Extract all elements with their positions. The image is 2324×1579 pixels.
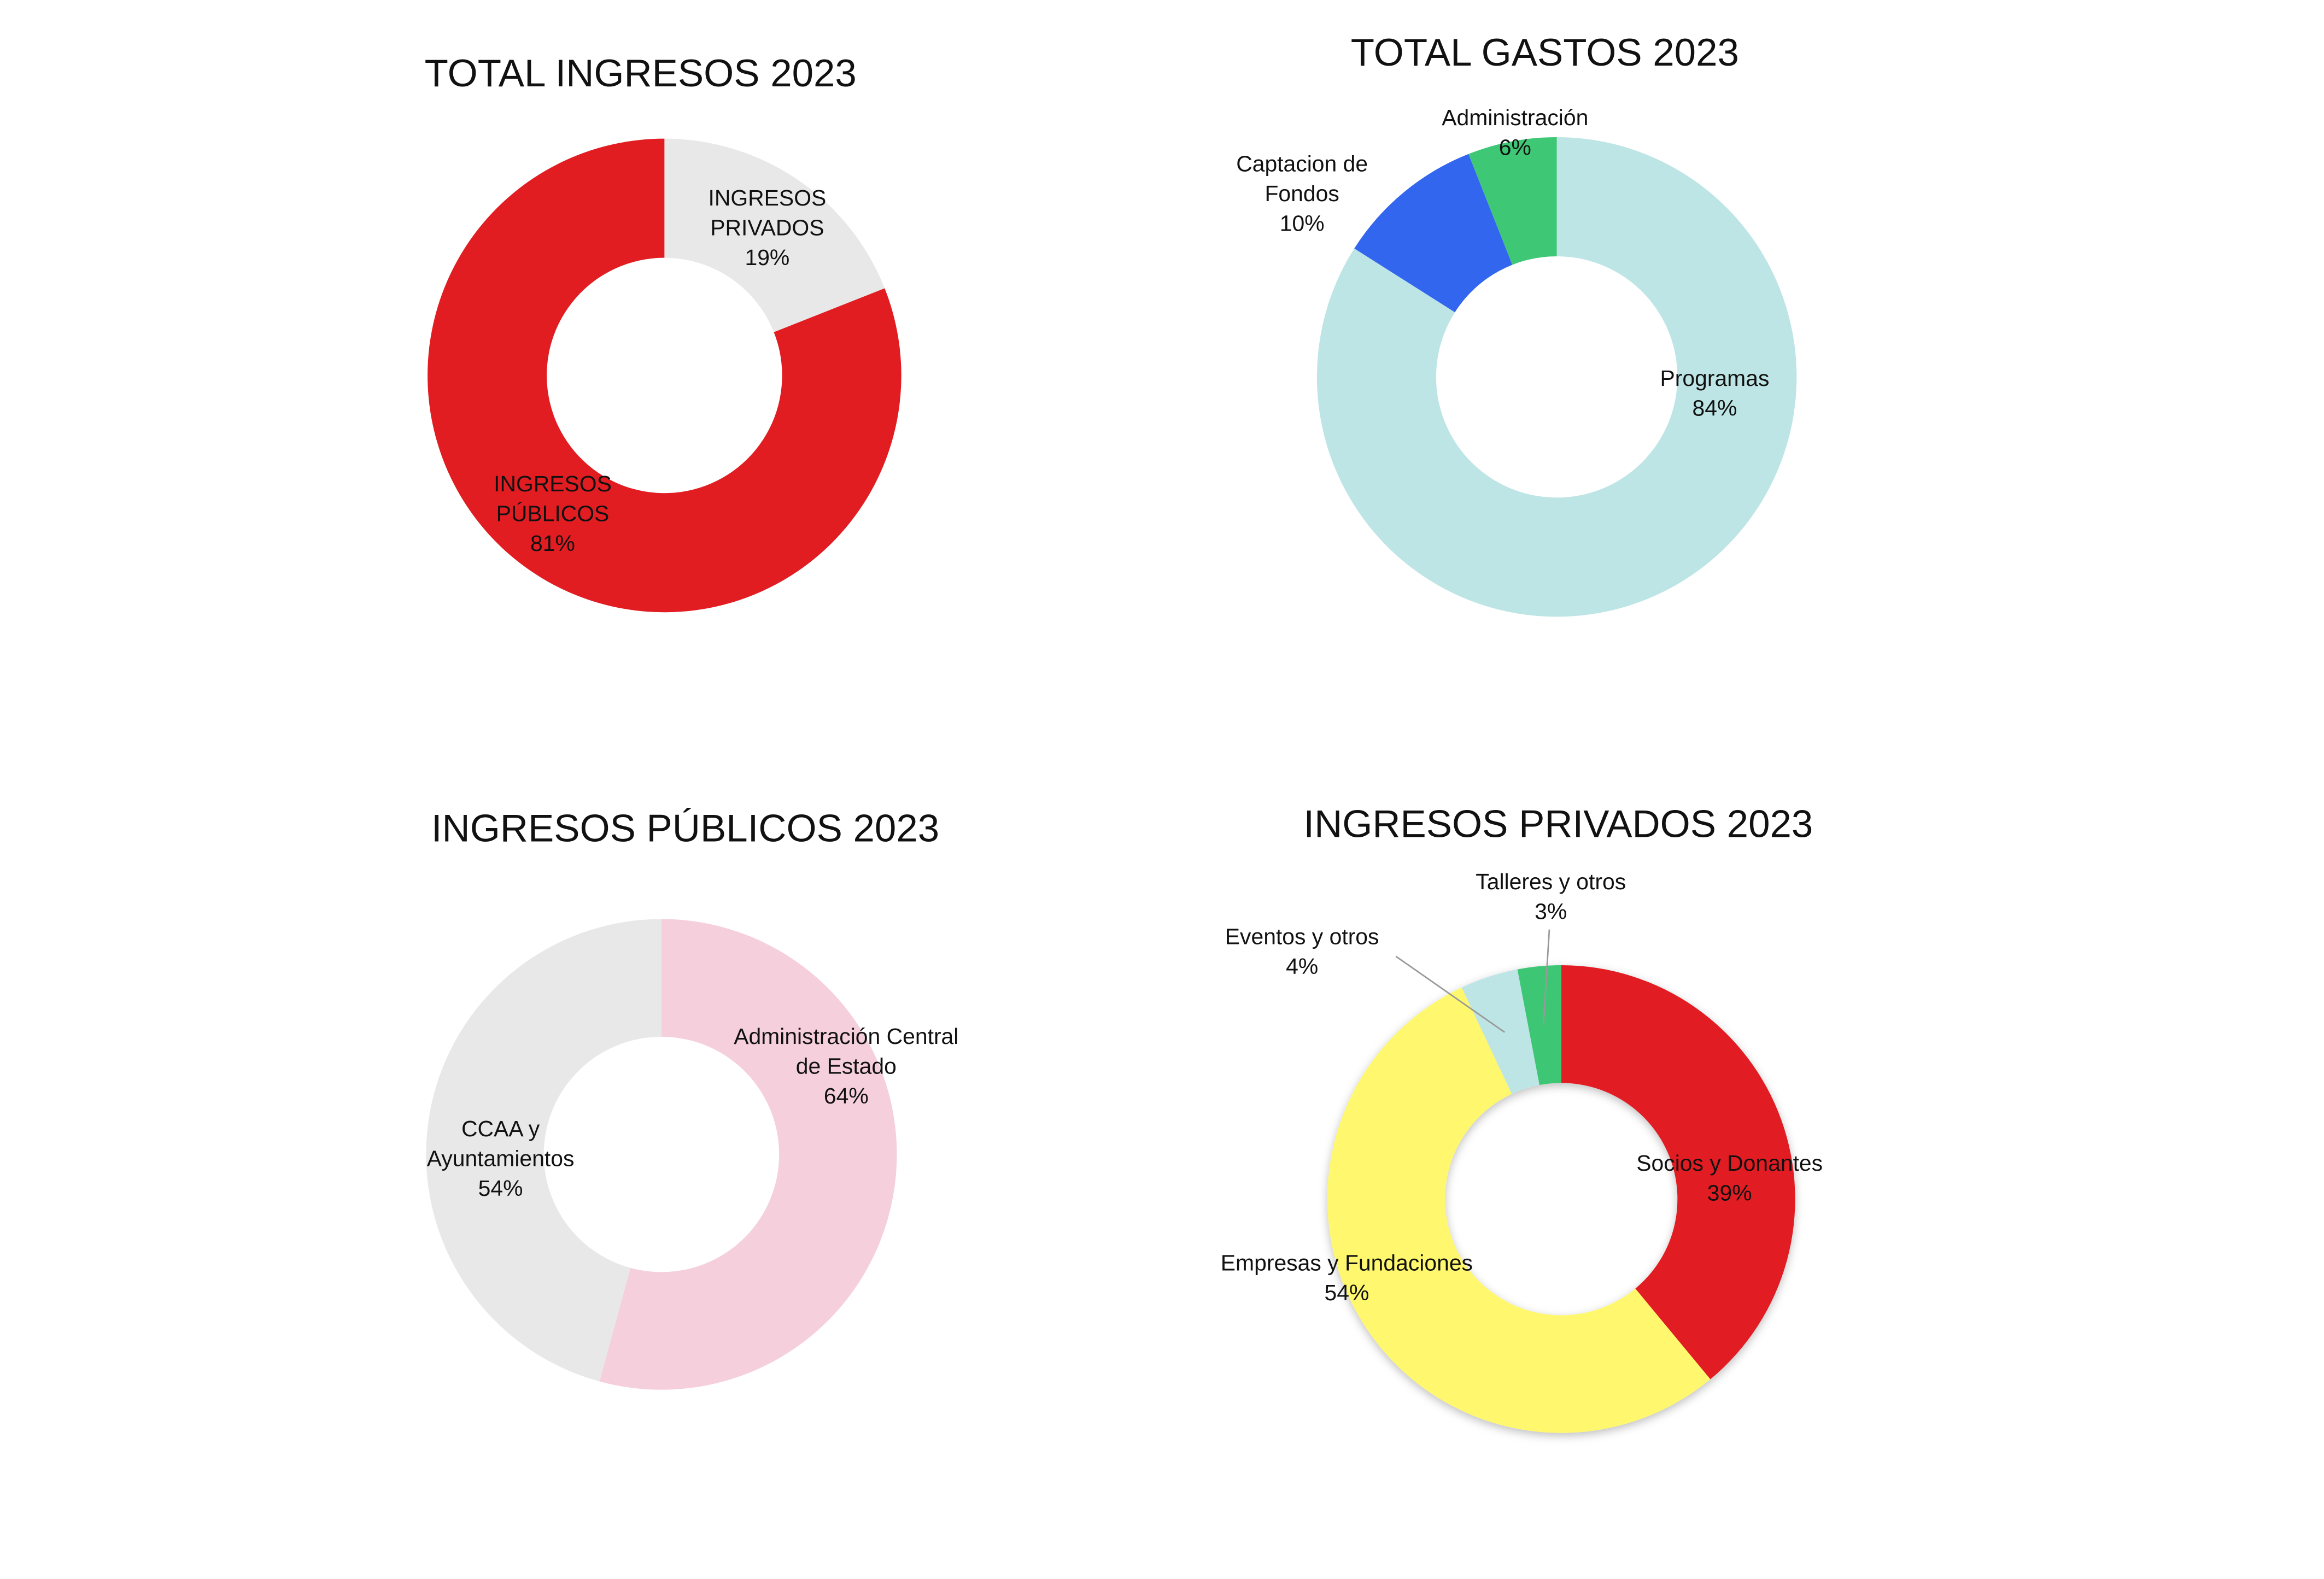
label-name: INGRESOS PÚBLICOS [494, 472, 612, 527]
slice-label: INGRESOS PÚBLICOS 81% [463, 471, 642, 560]
slice [1468, 137, 1557, 265]
label-name: CCAA y Ayuntamientos [426, 1117, 575, 1172]
slice [1316, 137, 1797, 617]
slice-label: Administración Central de Estado 64% [727, 1023, 965, 1113]
label-value: 81% [530, 531, 575, 557]
label-value: 54% [1324, 1281, 1369, 1306]
label-value: 19% [745, 245, 790, 271]
slice [428, 138, 901, 613]
label-name: Empresas y Fundaciones [1220, 1251, 1473, 1277]
slice [664, 138, 885, 332]
slice-label: Programas 84% [1625, 365, 1804, 425]
label-value: 84% [1692, 396, 1737, 422]
donut-chart [426, 919, 897, 1390]
slice [426, 919, 662, 1382]
label-value: 64% [823, 1084, 869, 1110]
slice-label: Administración 6% [1411, 104, 1620, 164]
label-name: Administración Central de Estado [734, 1024, 959, 1080]
label-name: INGRESOS PRIVADOS [708, 186, 827, 242]
label-name: Programas [1660, 366, 1770, 392]
chart-title: TOTAL GASTOS 2023 [1350, 30, 1739, 75]
label-name: Administración [1442, 105, 1589, 131]
slice-label: Socios y Donantes 39% [1603, 1150, 1856, 1210]
chart-title: INGRESOS PÚBLICOS 2023 [431, 806, 940, 850]
slice-label: Talleres y otros 3% [1447, 868, 1655, 928]
slice-label: Captacion de Fondos 10% [1205, 150, 1399, 240]
leader-line [1542, 929, 1550, 1025]
slice [1327, 987, 1711, 1433]
label-name: Captacion de Fondos [1236, 151, 1368, 207]
slice [1517, 965, 1561, 1085]
label-name: Talleres y otros [1476, 870, 1626, 895]
chart-title: TOTAL INGRESOS 2023 [424, 50, 857, 96]
donut-chart [428, 138, 901, 613]
slice [1561, 965, 1795, 1380]
slice [1354, 154, 1513, 313]
donut-chart [1316, 137, 1797, 617]
label-value: 54% [478, 1176, 523, 1202]
slice [599, 919, 897, 1390]
slice-label: INGRESOS PRIVADOS 19% [678, 185, 857, 274]
leader-line [1395, 955, 1506, 1033]
chart-title: INGRESOS PRIVADOS 2023 [1303, 801, 1813, 846]
label-value: 3% [1535, 899, 1567, 925]
slice-label: Empresas y Fundaciones 54% [1183, 1249, 1511, 1309]
slice [1461, 969, 1539, 1094]
donut-chart [1327, 965, 1795, 1433]
label-value: 10% [1279, 211, 1325, 237]
slice-label: Eventos y otros 4% [1198, 924, 1407, 983]
label-value: 39% [1707, 1181, 1752, 1207]
label-value: 4% [1286, 954, 1319, 981]
label-value: 6% [1498, 135, 1531, 161]
label-name: Eventos y otros [1225, 925, 1379, 950]
slice-label: CCAA y Ayuntamientos 54% [403, 1116, 597, 1205]
label-name: Socios y Donantes [1636, 1151, 1823, 1177]
